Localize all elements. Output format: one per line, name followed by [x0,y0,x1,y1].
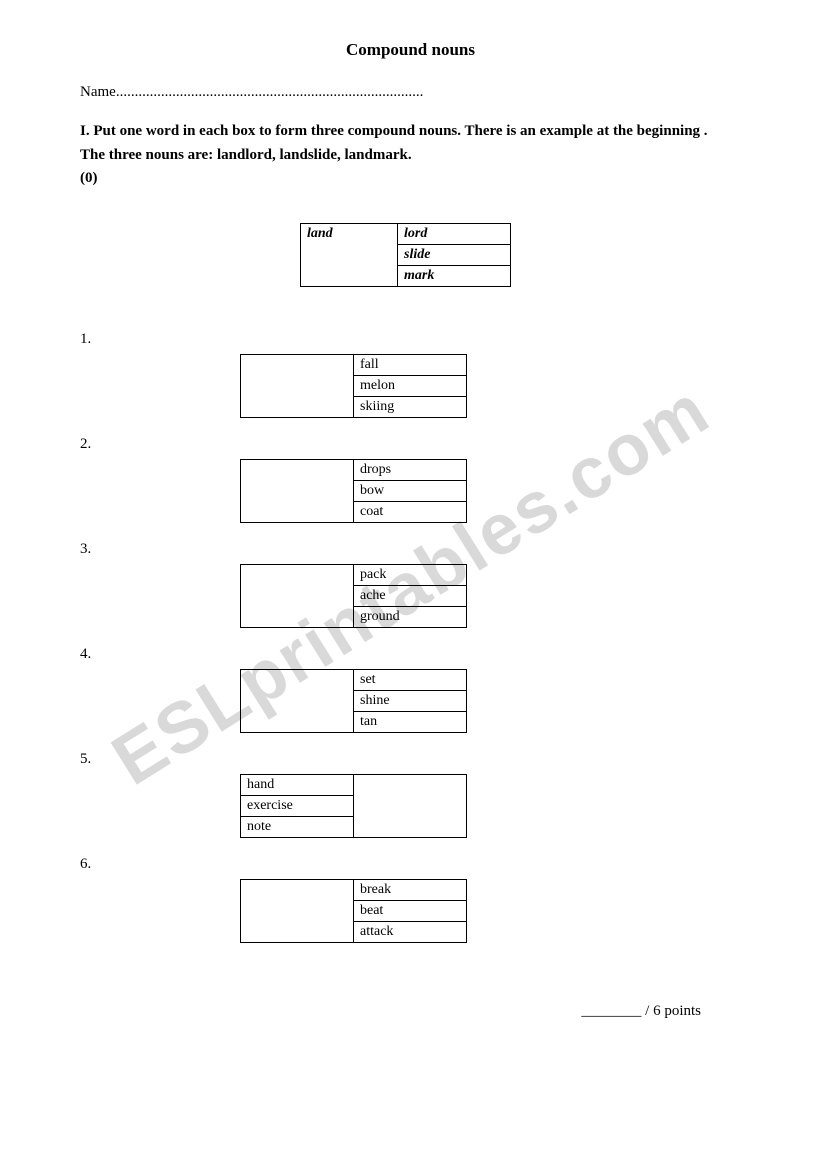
item-number: 1. [80,331,741,348]
answer-blank-cell[interactable] [241,459,354,522]
given-word-cell: shine [354,690,467,711]
question-item: 3. packacheground [80,541,741,628]
given-word-cell: hand [241,774,354,795]
example-table: land lord slide mark [300,223,511,287]
item-number: 5. [80,751,741,768]
given-word-cell: pack [354,564,467,585]
item-number: 6. [80,856,741,873]
given-word-cell: beat [354,900,467,921]
score-points: / 6 points [641,1003,701,1019]
item-number: 2. [80,436,741,453]
item-table-wrap: dropsbowcoat [240,459,741,523]
example-table-block: land lord slide mark [300,223,741,287]
example-right-cell: mark [398,265,511,286]
given-word-cell: melon [354,375,467,396]
compound-table: fallmelonskiing [240,354,467,418]
example-right-cell: lord [398,223,511,244]
score-line: ________ / 6 points [80,1003,741,1020]
answer-blank-cell[interactable] [354,774,467,837]
item-table-wrap: setshinetan [240,669,741,733]
given-word-cell: bow [354,480,467,501]
given-word-cell: attack [354,921,467,942]
compound-table: dropsbowcoat [240,459,467,523]
items-container: 1. fallmelonskiing 2. dropsbowcoat 3. packach… [80,331,741,943]
example-left-cell: land [301,223,398,286]
name-label: Name [80,84,116,100]
compound-table: handexercisenote [240,774,467,838]
compound-table: setshinetan [240,669,467,733]
question-item: 6. breakbeatattack [80,856,741,943]
answer-blank-cell[interactable] [241,564,354,627]
item-table-wrap: fallmelonskiing [240,354,741,418]
given-word-cell: note [241,816,354,837]
compound-table: breakbeatattack [240,879,467,943]
answer-blank-cell[interactable] [241,354,354,417]
instructions-line-2: The three nouns are: landlord, landslide… [80,145,741,165]
example-right-cell: slide [398,244,511,265]
given-word-cell: drops [354,459,467,480]
answer-blank-cell[interactable] [241,669,354,732]
compound-table: packacheground [240,564,467,628]
given-word-cell: tan [354,711,467,732]
page-title: Compound nouns [80,40,741,60]
example-marker: (0) [80,170,741,187]
item-number: 4. [80,646,741,663]
score-blank[interactable]: ________ [581,1003,641,1019]
given-word-cell: exercise [241,795,354,816]
question-item: 5. handexercisenote [80,751,741,838]
given-word-cell: coat [354,501,467,522]
instructions-line-1: I. Put one word in each box to form thre… [80,121,741,141]
given-word-cell: ground [354,606,467,627]
given-word-cell: set [354,669,467,690]
given-word-cell: break [354,879,467,900]
name-field-line: Name....................................… [80,84,741,101]
name-dots: ........................................… [116,84,424,100]
given-word-cell: fall [354,354,467,375]
answer-blank-cell[interactable] [241,879,354,942]
worksheet-page: Compound nouns Name.....................… [0,0,821,1060]
question-item: 1. fallmelonskiing [80,331,741,418]
item-number: 3. [80,541,741,558]
question-item: 4. setshinetan [80,646,741,733]
given-word-cell: ache [354,585,467,606]
item-table-wrap: breakbeatattack [240,879,741,943]
given-word-cell: skiing [354,396,467,417]
item-table-wrap: handexercisenote [240,774,741,838]
item-table-wrap: packacheground [240,564,741,628]
question-item: 2. dropsbowcoat [80,436,741,523]
